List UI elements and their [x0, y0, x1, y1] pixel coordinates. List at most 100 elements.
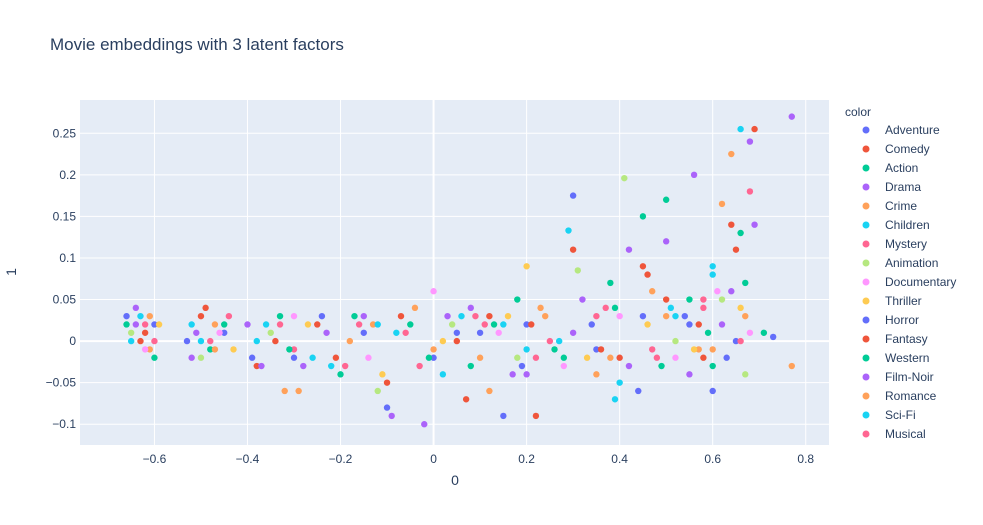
data-point: [662, 238, 670, 245]
series-drama: [132, 113, 795, 428]
series-romance: [146, 304, 749, 395]
data-point: [309, 354, 316, 361]
data-point: [714, 288, 721, 295]
data-point: [421, 421, 428, 428]
data-point: [686, 321, 693, 328]
data-point: [304, 321, 312, 328]
data-point: [211, 321, 219, 328]
legend-item-action[interactable]: Action: [862, 161, 919, 175]
series-action: [123, 196, 768, 378]
data-point: [207, 337, 214, 345]
data-point: [374, 321, 381, 328]
data-point: [425, 354, 433, 361]
data-point: [746, 138, 754, 145]
data-point: [602, 304, 609, 312]
data-point: [439, 337, 447, 345]
legend-item-western[interactable]: Western: [862, 351, 930, 365]
data-point: [458, 312, 465, 320]
data-point: [658, 362, 665, 370]
legend-item-comedy[interactable]: Comedy: [862, 142, 930, 156]
data-point: [374, 387, 381, 395]
series-documentary: [141, 288, 754, 370]
legend-item-fantasy[interactable]: Fantasy: [862, 332, 928, 346]
data-point: [462, 396, 470, 403]
data-point: [476, 354, 484, 361]
data-point: [253, 362, 260, 370]
data-point: [486, 387, 493, 395]
data-point: [607, 279, 614, 287]
data-point: [355, 321, 363, 328]
legend-item-musical[interactable]: Musical: [862, 427, 926, 441]
x-tick-label: −0.2: [329, 452, 353, 466]
data-point: [486, 312, 493, 320]
data-point: [439, 371, 447, 378]
data-point: [518, 362, 526, 370]
data-point: [523, 263, 530, 270]
data-point: [700, 304, 707, 312]
legend-item-drama[interactable]: Drama: [862, 180, 922, 194]
legend-item-film-noir[interactable]: Film-Noir: [862, 370, 934, 384]
legend-item-horror[interactable]: Horror: [862, 313, 920, 327]
data-point: [253, 337, 260, 345]
data-point: [788, 362, 795, 370]
legend-item-romance[interactable]: Romance: [862, 389, 937, 403]
series-sci-fi: [127, 263, 716, 403]
data-point: [569, 246, 577, 253]
legend-item-children[interactable]: Children: [862, 218, 930, 232]
data-point: [393, 329, 400, 336]
data-point: [653, 354, 661, 361]
data-point: [504, 312, 512, 320]
legend-title: color: [845, 105, 871, 119]
y-tick-label: 0.1: [59, 251, 76, 265]
data-point: [555, 337, 563, 345]
data-point: [146, 346, 153, 353]
x-tick-label: 0.2: [518, 452, 535, 466]
data-point: [616, 354, 623, 361]
series-fantasy: [137, 246, 740, 403]
data-point: [728, 288, 735, 295]
data-point: [188, 354, 195, 361]
data-point: [123, 312, 130, 320]
data-point: [667, 304, 675, 312]
x-axis-title: 0: [451, 472, 459, 488]
data-point: [690, 171, 698, 179]
data-point: [597, 346, 605, 353]
data-point: [453, 337, 461, 345]
legend-item-crime[interactable]: Crime: [862, 199, 918, 213]
legend-item-thriller[interactable]: Thriller: [862, 294, 922, 308]
data-point: [709, 387, 716, 395]
data-point: [411, 304, 419, 312]
legend-item-animation[interactable]: Animation: [862, 256, 939, 270]
data-point: [751, 125, 758, 133]
data-point: [351, 312, 358, 320]
data-point: [732, 246, 740, 253]
data-point: [588, 321, 595, 328]
data-point: [639, 263, 647, 270]
legend-item-documentary[interactable]: Documentary: [862, 275, 957, 289]
y-tick-label: 0.05: [53, 293, 77, 307]
data-point: [532, 412, 540, 420]
data-point: [272, 337, 279, 345]
data-point: [672, 312, 679, 320]
data-point: [639, 213, 647, 220]
data-point: [137, 312, 144, 320]
legend-marker: [862, 259, 870, 267]
data-point: [509, 371, 516, 378]
legend: color Adventure Comedy Action Drama Crime Chi…: [845, 105, 956, 441]
series-children: [137, 125, 744, 386]
data-point: [644, 271, 651, 278]
data-point: [416, 362, 423, 370]
data-point: [760, 329, 768, 336]
legend-label: Action: [885, 161, 918, 175]
series-comedy: [141, 125, 758, 420]
legend-item-adventure[interactable]: Adventure: [862, 123, 941, 137]
data-point: [625, 362, 633, 370]
data-point: [537, 304, 544, 312]
data-point: [690, 346, 698, 353]
legend-label: Western: [885, 351, 929, 365]
legend-item-sci-fi[interactable]: Sci-Fi: [862, 408, 916, 422]
data-point: [728, 150, 735, 158]
data-point: [360, 312, 367, 320]
legend-item-mystery[interactable]: Mystery: [862, 237, 928, 251]
